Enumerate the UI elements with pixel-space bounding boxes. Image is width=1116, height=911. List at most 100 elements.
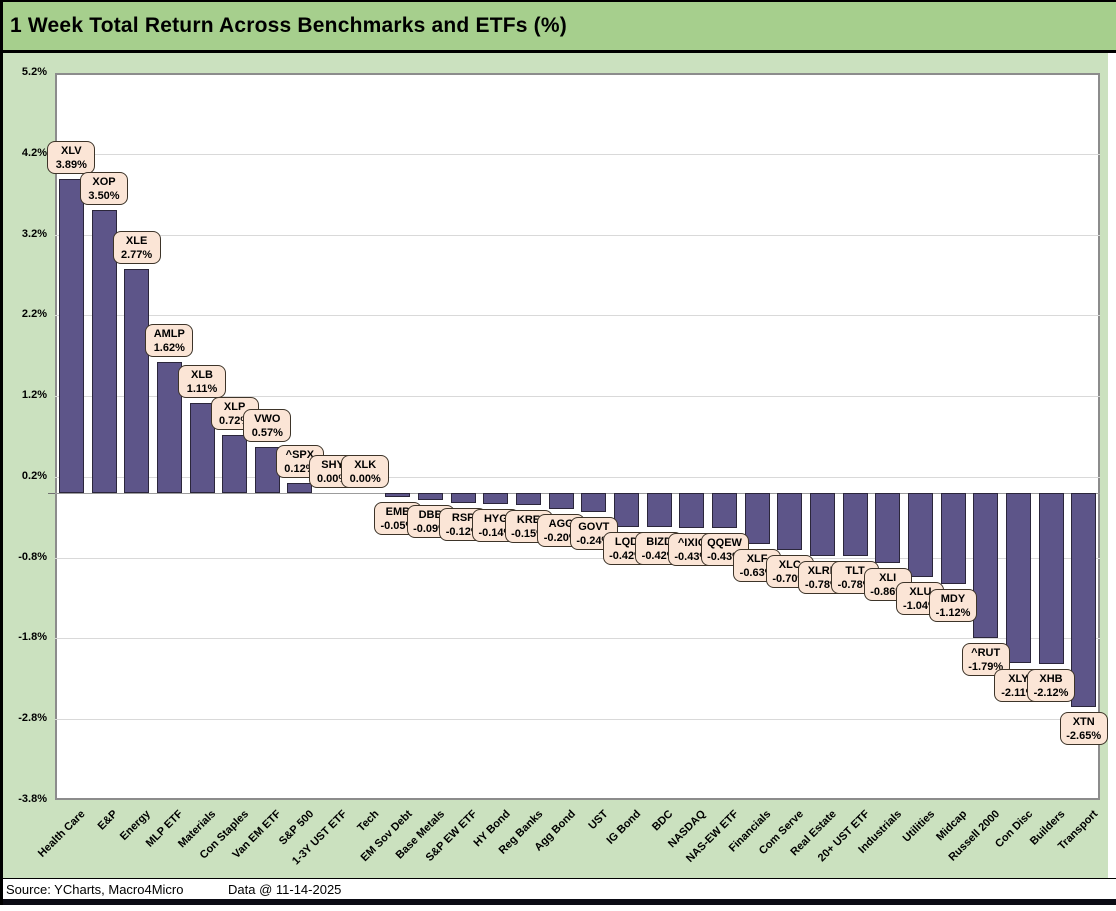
data-label-ticker: TLT xyxy=(845,565,865,578)
data-label-ticker: ^RUT xyxy=(971,646,1001,659)
bar-xle xyxy=(124,269,150,494)
data-label-ticker: XLP xyxy=(223,400,246,413)
y-axis-tick-label: 1.2% xyxy=(21,389,47,402)
bar-emb xyxy=(385,493,411,497)
gridline xyxy=(55,234,1100,236)
data-label-ticker: XLF xyxy=(746,552,768,565)
y-axis-tick-label: -3.8% xyxy=(18,793,47,805)
y-axis-tick-label: 5.2% xyxy=(21,66,47,78)
data-label-value: 0.12% xyxy=(284,463,316,476)
data-label-ticker: XLI xyxy=(879,571,897,584)
data-label-ticker: XLC xyxy=(778,558,801,571)
gridline xyxy=(55,476,1100,478)
bar-xlb xyxy=(189,403,215,494)
data-label-ticker: VWO xyxy=(254,413,281,425)
data-label-spx: ^SPX 0.12% xyxy=(275,445,324,479)
bar-tlt xyxy=(842,493,868,556)
data-label-xlk: XLK 0.00% xyxy=(341,455,390,488)
bar-xli xyxy=(875,493,901,563)
bar-xop xyxy=(91,210,117,493)
data-label-ticker: RSP xyxy=(451,511,475,524)
bar-xlv xyxy=(58,178,84,493)
data-label-value: -2.12% xyxy=(1033,687,1069,700)
data-label-value: 1.62% xyxy=(153,342,185,355)
gridline xyxy=(55,638,1100,640)
y-axis-tick-label: 2.2% xyxy=(21,308,47,321)
data-label-ticker: XLB xyxy=(191,369,213,382)
data-label-value: -2.65% xyxy=(1066,730,1102,743)
bar-kre xyxy=(516,493,541,506)
bar-rut xyxy=(973,493,999,638)
bar-dbb xyxy=(418,493,443,501)
data-label-ticker: ^IXIC xyxy=(677,536,706,549)
y-axis-tick-label: -1.8% xyxy=(18,631,47,644)
source-text: Source: YCharts, Macro4Micro xyxy=(6,882,184,897)
data-label-value: 0.00% xyxy=(316,473,349,485)
data-label-ticker: LQD xyxy=(614,536,639,548)
data-label-ticker: AMLP xyxy=(153,328,185,341)
bar-xlp xyxy=(222,434,248,494)
data-label-value: -1.12% xyxy=(935,606,971,619)
data-label-value: 2.77% xyxy=(120,249,153,262)
bar-qqew xyxy=(712,493,737,528)
data-label-xop: XOP 3.50% xyxy=(80,172,128,206)
y-axis-tick-label: 3.2% xyxy=(21,227,47,240)
sheet-left-border xyxy=(0,0,3,905)
data-label-ticker: XTN xyxy=(1072,716,1095,729)
data-label-value: 1.11% xyxy=(186,383,218,396)
bar-rsp xyxy=(450,493,476,503)
bar-xly xyxy=(1005,493,1031,664)
data-label-ticker: DBB xyxy=(418,509,443,522)
data-label-ticker: XLK xyxy=(354,459,377,471)
bar-xlu xyxy=(907,493,933,577)
data-label-ticker: ^SPX xyxy=(285,449,315,462)
bar-xlc xyxy=(777,493,803,550)
bar-xlre xyxy=(809,493,835,556)
data-date-text: Data @ 11-14-2025 xyxy=(228,882,342,897)
bar-agg xyxy=(548,493,574,510)
data-label-xlc: XLC -0.70% xyxy=(765,554,814,588)
data-label-ticker: XLE xyxy=(125,235,148,248)
bar-bizd xyxy=(646,493,672,527)
zero-axis-line xyxy=(55,493,1100,494)
data-label-amlp: AMLP 1.62% xyxy=(145,324,194,358)
data-label-xhb: XHB -2.12% xyxy=(1027,669,1075,703)
data-label-ticker: XOP xyxy=(92,176,116,189)
y-axis-tick-label: -0.8% xyxy=(18,550,47,563)
bar-hyg xyxy=(483,493,509,505)
gridline xyxy=(55,315,1100,317)
data-label-ticker: EMB xyxy=(385,506,411,519)
data-label-xtn: XTN -2.65% xyxy=(1059,712,1108,746)
data-label-xle: XLE 2.77% xyxy=(112,231,161,265)
bar-spx xyxy=(287,483,313,494)
y-axis-tick-label: 4.2% xyxy=(21,146,47,159)
chart-title-band: 1 Week Total Return Across Benchmarks an… xyxy=(0,0,1116,53)
gridline xyxy=(55,557,1100,559)
data-label-mdy: MDY -1.12% xyxy=(929,588,977,622)
data-label-ticker: SHY xyxy=(321,459,344,471)
data-label-xlv: XLV 3.89% xyxy=(47,140,96,174)
zero-axis-tick xyxy=(48,493,55,494)
bar-xhb xyxy=(1038,493,1064,665)
data-label-rut: ^RUT -1.79% xyxy=(961,642,1010,676)
data-label-value: 3.50% xyxy=(88,190,120,203)
data-label-ticker: XLU xyxy=(909,586,932,599)
gridline xyxy=(55,719,1100,721)
bar-govt xyxy=(581,493,607,513)
footer-strip: Source: YCharts, Macro4Micro Data @ 11-1… xyxy=(0,878,1116,899)
bar-xtn xyxy=(1071,493,1097,708)
data-label-ticker: HYG xyxy=(483,513,508,526)
y-axis-tick-label: 0.2% xyxy=(21,469,47,482)
data-label-ticker: XHB xyxy=(1039,673,1063,686)
data-label-ticker: AGG xyxy=(548,518,574,531)
data-label-ticker: QQEW xyxy=(707,536,742,549)
data-label-ticker: XLV xyxy=(61,144,82,157)
data-label-vwo: VWO 0.57% xyxy=(243,409,292,442)
gridline xyxy=(55,153,1100,155)
bar-ixic xyxy=(679,493,705,528)
data-label-ticker: GOVT xyxy=(578,521,610,534)
chart-title: 1 Week Total Return Across Benchmarks an… xyxy=(10,14,567,37)
bar-vwo xyxy=(254,447,280,493)
bar-lqd xyxy=(614,493,639,527)
